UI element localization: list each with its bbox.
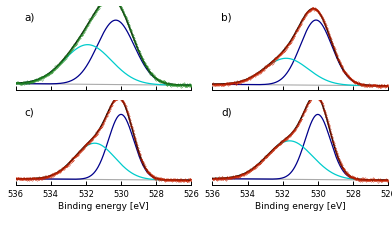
X-axis label: Binding energy [eV]: Binding energy [eV] (58, 201, 149, 210)
Text: b): b) (221, 13, 232, 23)
X-axis label: Binding energy [eV]: Binding energy [eV] (255, 201, 346, 210)
Text: d): d) (221, 107, 232, 117)
Text: c): c) (24, 107, 34, 117)
Text: a): a) (24, 13, 35, 23)
